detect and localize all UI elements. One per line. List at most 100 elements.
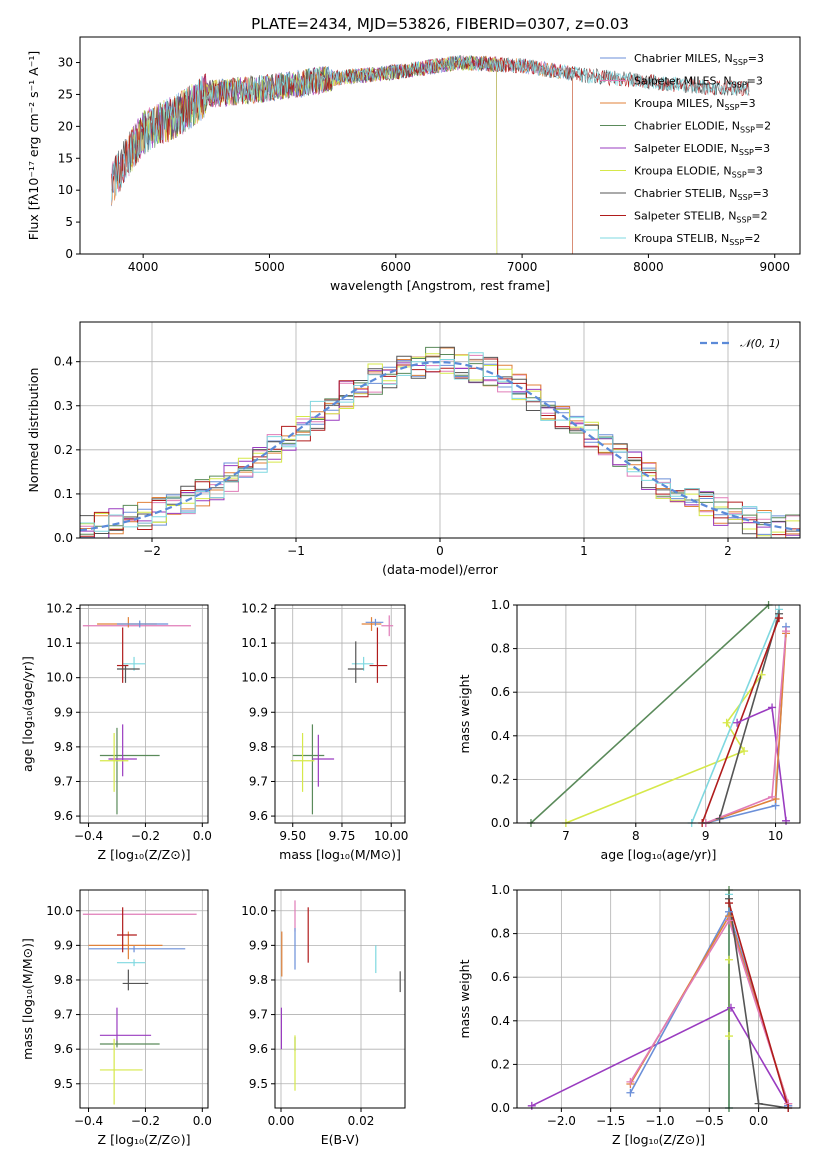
weight-marker-8-2 bbox=[782, 627, 791, 636]
x-tick-label: 0.02 bbox=[348, 1114, 375, 1128]
x-tick-label: 8000 bbox=[633, 260, 664, 274]
x-tick-label: −2.0 bbox=[547, 1114, 576, 1128]
weight-line-2 bbox=[690, 609, 780, 823]
age-vs-mass-plot-area bbox=[290, 615, 394, 815]
weight-marker-1-0 bbox=[626, 1088, 635, 1097]
y-axis-label: mass weight bbox=[457, 959, 472, 1038]
y-tick-label: 0.3 bbox=[54, 399, 73, 413]
legend-label: Salpeter STELIB, N bbox=[634, 210, 736, 223]
figure-title: PLATE=2434, MJD=53826, FIBERID=0307, z=0… bbox=[251, 15, 629, 33]
x-axis-label: age [log₁₀(age/yr)] bbox=[601, 847, 717, 862]
x-tick-label: 10.00 bbox=[374, 829, 408, 843]
y-tick-label: 9.8 bbox=[249, 973, 268, 987]
x-tick-label: 0.0 bbox=[193, 829, 212, 843]
y-tick-label: 9.8 bbox=[54, 973, 73, 987]
x-axis-label: mass [log₁₀(M/M⊙)] bbox=[279, 847, 401, 862]
y-tick-label: 25 bbox=[58, 87, 73, 101]
x-axis-label: wavelength [Angstrom, rest frame] bbox=[330, 278, 550, 293]
weight-marker-3-1 bbox=[715, 814, 724, 823]
spectrum-plot-area bbox=[111, 54, 750, 254]
x-tick-label: −0.4 bbox=[74, 829, 103, 843]
legend-label: Salpeter ELODIE, N bbox=[634, 142, 739, 155]
axes-frame bbox=[79, 36, 801, 255]
legend-suffix: =2 bbox=[751, 210, 767, 223]
y-tick-label: 0.2 bbox=[491, 1057, 510, 1071]
y-tick-label: 9.7 bbox=[249, 1008, 268, 1022]
weight-marker-4-1 bbox=[775, 614, 784, 623]
y-tick-label: 5 bbox=[65, 215, 73, 229]
weight-marker-8-1 bbox=[768, 792, 777, 801]
y-tick-label: 10.0 bbox=[46, 904, 73, 918]
x-tick-label: −0.2 bbox=[131, 829, 160, 843]
legend-subscript: SSP bbox=[738, 193, 753, 202]
y-tick-label: 10.0 bbox=[241, 904, 268, 918]
legend-entry-3: Chabrier ELODIE, NSSP=2 bbox=[634, 120, 771, 135]
y-tick-label: 10.0 bbox=[241, 671, 268, 685]
legend-suffix: =3 bbox=[748, 52, 764, 65]
y-tick-label: 0.0 bbox=[491, 1101, 510, 1115]
weight-vs-age-panel: 7 8 9 10 0.0 0.2 0.4 0.6 0.8 1.0 age [log₁₀(age/yr… bbox=[457, 598, 801, 862]
legend-entry-7: Salpeter STELIB, NSSP=2 bbox=[634, 210, 768, 225]
legend-entry-1: Salpeter MILES, NSSP=3 bbox=[634, 75, 763, 90]
y-tick-label: 9.6 bbox=[249, 1042, 268, 1056]
y-tick-label: 15 bbox=[58, 151, 73, 165]
legend-label: Chabrier STELIB, N bbox=[634, 187, 738, 200]
y-tick-label: 9.5 bbox=[249, 1077, 268, 1091]
mass-vs-EBV-plot-area bbox=[280, 900, 401, 1091]
y-tick-label: 0.4 bbox=[491, 1014, 510, 1028]
y-axis-label: mass [log₁₀(M/M⊙)] bbox=[20, 938, 35, 1060]
y-tick-label: 1.0 bbox=[491, 598, 510, 612]
axes-frame bbox=[79, 321, 801, 539]
y-tick-label: 9.5 bbox=[54, 1077, 73, 1091]
x-tick-label: −1 bbox=[287, 544, 305, 558]
weight-line-7 bbox=[728, 902, 789, 1108]
x-tick-label: −2 bbox=[143, 544, 161, 558]
legend-label: Kroupa STELIB, N bbox=[634, 232, 729, 245]
y-tick-label: 9.8 bbox=[54, 740, 73, 754]
y-axis-label: Flux [fλ10⁻¹⁷ erg cm⁻² s⁻¹ A⁻¹] bbox=[26, 51, 41, 240]
legend-suffix: =3 bbox=[754, 142, 770, 155]
weight-marker-5-1 bbox=[725, 955, 734, 964]
y-tick-label: 10.0 bbox=[46, 671, 73, 685]
y-tick-label: 9.7 bbox=[54, 774, 73, 788]
legend-suffix: =2 bbox=[744, 232, 760, 245]
y-tick-label: 20 bbox=[58, 119, 73, 133]
x-tick-label: −0.4 bbox=[74, 1114, 103, 1128]
weight-marker-5-1 bbox=[768, 703, 777, 712]
y-axis-label: age [log₁₀(age/yr)] bbox=[20, 656, 35, 772]
legend-entry-0: Chabrier MILES, NSSP=3 bbox=[634, 52, 764, 67]
y-tick-label: 0.8 bbox=[491, 927, 510, 941]
x-axis-label: Z [log₁₀(Z/Z⊙)] bbox=[98, 847, 191, 862]
x-tick-label: −0.5 bbox=[695, 1114, 724, 1128]
spectrum-line-0 bbox=[111, 55, 573, 254]
legend-label: Chabrier ELODIE, N bbox=[634, 120, 740, 133]
axes-frame bbox=[79, 889, 209, 1109]
x-tick-label: 10 bbox=[768, 829, 783, 843]
y-tick-label: 0.4 bbox=[54, 355, 73, 369]
mass-vs-Z-panel: −0.4 −0.2 0.0 9.5 9.6 9.7 9.8 9.9 10.0 Z [log₁₀(Z… bbox=[20, 889, 212, 1147]
legend-label: Kroupa MILES, N bbox=[634, 97, 724, 110]
y-tick-label: 9.6 bbox=[54, 809, 73, 823]
y-tick-label: 9.6 bbox=[54, 1042, 73, 1056]
residuals-plot-area bbox=[80, 346, 800, 538]
legend-entry-2: Kroupa MILES, NSSP=3 bbox=[634, 97, 756, 112]
x-tick-label: 5000 bbox=[254, 260, 285, 274]
legend-label-normal: 𝒩(0, 1) bbox=[740, 337, 780, 350]
legend-suffix: =3 bbox=[739, 97, 755, 110]
legend-entry-5: Kroupa ELODIE, NSSP=3 bbox=[634, 165, 763, 180]
x-axis-label: (data-model)/error bbox=[382, 562, 499, 577]
weight-marker-3-0 bbox=[626, 1077, 635, 1086]
legend-entry-6: Chabrier STELIB, NSSP=3 bbox=[634, 187, 769, 202]
age-vs-mass-panel: 9.50 9.75 10.00 9.6 9.7 9.8 9.9 10.0 10.1 10.2 mas… bbox=[241, 601, 408, 862]
axes-frame bbox=[274, 604, 406, 824]
y-tick-label: 10.2 bbox=[46, 601, 73, 615]
weight-line-3 bbox=[705, 613, 780, 823]
y-tick-label: 0.6 bbox=[491, 685, 510, 699]
spectrum-line-8 bbox=[111, 55, 750, 201]
legend-suffix: =2 bbox=[755, 120, 771, 133]
x-axis-label: Z [log₁₀(Z/Z⊙)] bbox=[98, 1132, 191, 1147]
weight-line-1 bbox=[565, 674, 763, 823]
weight-marker-1-1 bbox=[740, 747, 749, 756]
x-tick-label: 9 bbox=[702, 829, 710, 843]
